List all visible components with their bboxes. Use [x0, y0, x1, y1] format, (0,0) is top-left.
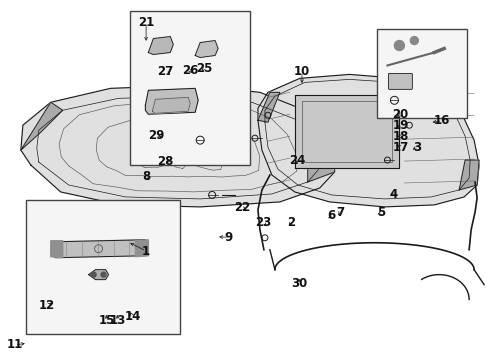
Circle shape [394, 41, 404, 50]
Text: 20: 20 [391, 108, 407, 121]
Polygon shape [145, 88, 198, 114]
Text: 28: 28 [157, 155, 173, 168]
Text: 24: 24 [288, 154, 305, 167]
Bar [377, 28, 466, 118]
Text: 19: 19 [391, 119, 408, 132]
Polygon shape [294, 95, 399, 168]
Text: 30: 30 [290, 277, 306, 290]
Text: 18: 18 [391, 130, 408, 143]
Text: 6: 6 [326, 210, 335, 222]
Polygon shape [258, 92, 279, 122]
Polygon shape [135, 240, 148, 257]
Polygon shape [21, 102, 62, 150]
Text: 11: 11 [6, 338, 22, 351]
Text: 16: 16 [433, 114, 449, 127]
Polygon shape [152, 97, 190, 113]
Text: 10: 10 [293, 65, 309, 78]
Text: 22: 22 [233, 202, 250, 215]
Text: 26: 26 [182, 64, 198, 77]
Text: 1: 1 [142, 244, 150, 257]
Text: 12: 12 [39, 299, 55, 312]
Polygon shape [21, 85, 334, 207]
Text: 27: 27 [157, 65, 173, 78]
Polygon shape [307, 135, 334, 182]
FancyBboxPatch shape [387, 73, 411, 89]
Text: 13: 13 [109, 314, 126, 328]
Polygon shape [458, 160, 478, 190]
Text: 21: 21 [138, 16, 154, 29]
Text: 9: 9 [224, 231, 233, 244]
Text: 5: 5 [376, 207, 384, 220]
Circle shape [91, 272, 96, 277]
Polygon shape [51, 240, 148, 258]
Polygon shape [88, 270, 108, 280]
Bar [26, 200, 180, 334]
Polygon shape [51, 241, 62, 258]
Polygon shape [195, 41, 218, 58]
Text: 7: 7 [335, 206, 344, 219]
Text: 25: 25 [196, 62, 212, 75]
Polygon shape [258, 75, 478, 207]
Text: 29: 29 [147, 129, 163, 142]
Text: 2: 2 [286, 216, 295, 229]
Text: 14: 14 [124, 310, 141, 323]
Bar [130, 11, 249, 165]
Circle shape [409, 37, 417, 45]
Text: 8: 8 [142, 170, 150, 183]
Text: 4: 4 [388, 188, 396, 201]
Polygon shape [148, 37, 173, 54]
Text: 3: 3 [412, 140, 421, 153]
Text: 17: 17 [391, 140, 407, 153]
Text: 23: 23 [254, 216, 270, 229]
Text: 15: 15 [99, 314, 115, 328]
Circle shape [101, 272, 106, 277]
